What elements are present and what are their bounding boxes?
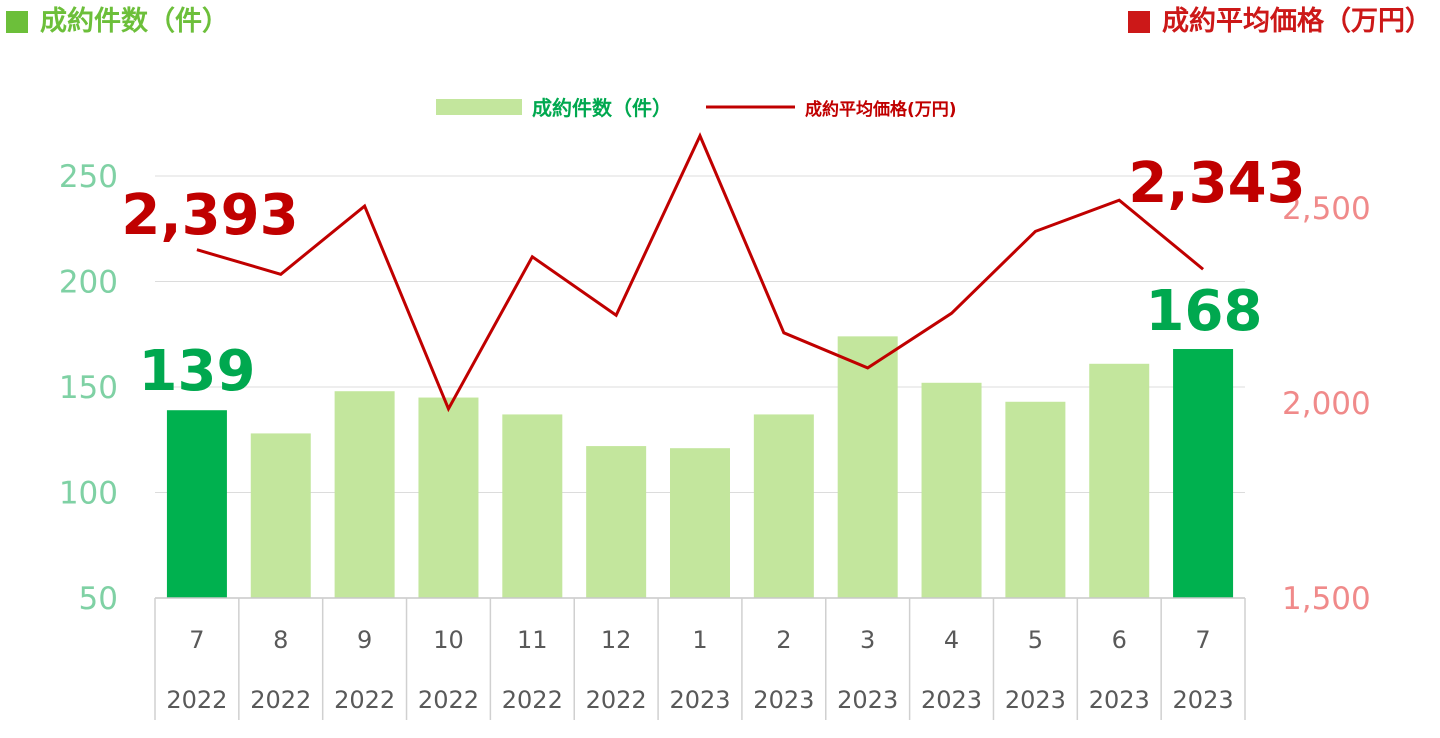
year-label: 2023	[669, 686, 730, 714]
bar	[250, 433, 311, 598]
right-axis-ticks: 1,500 2,000 2,500	[1282, 191, 1371, 617]
month-label: 1	[692, 626, 707, 654]
bar	[1173, 349, 1234, 598]
year-label: 2022	[418, 686, 479, 714]
right-tick-label: 2,500	[1282, 191, 1371, 227]
year-label: 2023	[837, 686, 898, 714]
year-label: 2023	[1089, 686, 1150, 714]
year-label: 2022	[334, 686, 395, 714]
last-price-callout: 2,343	[1128, 151, 1305, 216]
bar	[1005, 401, 1066, 598]
bar	[1089, 363, 1150, 598]
value-callouts: 2,393 2,343 139 168	[121, 151, 1305, 404]
bar	[837, 336, 898, 598]
right-tick-label: 1,500	[1282, 581, 1371, 617]
left-tick-label: 50	[79, 581, 118, 617]
left-tick-label: 150	[59, 370, 118, 406]
legend-line-label: 成約平均価格(万円)	[805, 99, 957, 120]
left-tick-label: 200	[59, 265, 118, 301]
price-axis-title-text: 成約平均価格（万円）	[1162, 6, 1432, 37]
year-label: 2022	[586, 686, 647, 714]
bar	[921, 382, 982, 598]
bar	[670, 448, 730, 598]
year-label: 2023	[1005, 686, 1066, 714]
month-label: 4	[944, 626, 959, 654]
left-tick-label: 250	[59, 159, 118, 195]
left-axis-ticks: 50 100 150 200 250	[59, 159, 118, 617]
first-count-callout: 139	[139, 339, 256, 404]
red-square-icon	[1128, 11, 1150, 33]
month-label: 5	[1028, 626, 1043, 654]
legend-bar-label: 成約件数（件）	[532, 96, 672, 120]
year-label: 2023	[1173, 686, 1234, 714]
month-label: 7	[1195, 626, 1210, 654]
legend-bar-swatch	[436, 99, 522, 115]
month-label: 7	[189, 626, 204, 654]
year-label: 2023	[753, 686, 814, 714]
bar-series	[166, 336, 1234, 598]
month-label: 2	[776, 626, 791, 654]
year-label: 2023	[921, 686, 982, 714]
month-label: 3	[860, 626, 875, 654]
gridlines	[155, 175, 1245, 493]
month-label: 8	[273, 626, 288, 654]
bar	[334, 391, 395, 598]
month-label: 11	[517, 626, 548, 654]
count-axis-title-text: 成約件数（件）	[40, 6, 229, 37]
green-square-icon	[6, 11, 28, 33]
bar	[418, 397, 479, 598]
right-tick-label: 2,000	[1282, 386, 1371, 422]
bar	[753, 414, 814, 598]
year-label: 2022	[166, 686, 227, 714]
left-tick-label: 100	[59, 476, 118, 512]
count-axis-title: 成約件数（件）	[6, 0, 229, 44]
month-label: 6	[1112, 626, 1127, 654]
first-price-callout: 2,393	[121, 183, 298, 248]
bar	[502, 414, 563, 598]
year-label: 2022	[502, 686, 563, 714]
price-axis-title: 成約平均価格（万円）	[1128, 0, 1432, 44]
legend: 成約件数（件） 成約平均価格(万円)	[436, 96, 957, 120]
line-series	[196, 132, 1205, 413]
last-count-callout: 168	[1146, 279, 1263, 344]
month-label: 9	[357, 626, 372, 654]
price-line	[196, 132, 1205, 413]
month-label: 10	[433, 626, 464, 654]
bar	[586, 446, 647, 598]
category-axis: 7 2022 8 2022 9 2022 10 2022 11 2022 12 2022 1 2023 2 2…	[154, 597, 1246, 720]
month-label: 12	[601, 626, 632, 654]
year-label: 2022	[250, 686, 311, 714]
bar	[166, 410, 227, 598]
